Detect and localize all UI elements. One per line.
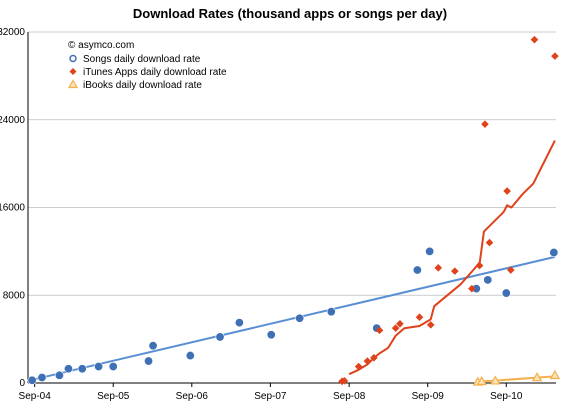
- x-tick-label: Sep-04: [19, 391, 52, 402]
- x-tick-label: Sep-06: [176, 391, 209, 402]
- circle-data-point: [215, 332, 225, 342]
- y-tick-label: 16000: [0, 203, 25, 214]
- y-tick-label: 8000: [3, 290, 26, 301]
- diamond-data-point: [551, 52, 559, 60]
- circle-data-point: [483, 275, 493, 285]
- chart-title: Download Rates (thousand apps or songs p…: [133, 6, 447, 21]
- diamond-data-point: [370, 353, 378, 362]
- triangle-data-point: [531, 372, 543, 382]
- legend-label: iTunes Apps daily download rate: [83, 67, 227, 78]
- circle-data-point: [185, 351, 195, 361]
- diamond-data-point: [375, 326, 384, 335]
- diamond-data-point: [354, 362, 363, 371]
- diamond-data-point: [485, 238, 494, 247]
- legend-diamond-marker: [69, 68, 77, 75]
- circle-data-point: [54, 370, 64, 380]
- diamond-data-point: [475, 261, 484, 270]
- diamond-data-point: [415, 313, 424, 321]
- triangle-data-point: [549, 369, 561, 380]
- circle-data-point: [234, 318, 244, 328]
- data-points: [27, 35, 561, 386]
- x-tick-label: Sep-07: [254, 391, 287, 402]
- trendlines: [27, 140, 556, 383]
- diamond-data-point: [506, 266, 515, 274]
- circle-data-point: [94, 362, 104, 372]
- circle-data-point: [63, 364, 73, 374]
- diamond-data-point: [481, 120, 489, 128]
- diamond-data-point: [363, 357, 372, 365]
- circle-data-point: [266, 330, 276, 340]
- circle-data-point: [425, 246, 435, 256]
- circle-data-point: [148, 341, 158, 351]
- x-tick-label: Sep-05: [97, 391, 130, 402]
- diamond-data-point: [391, 324, 400, 332]
- circle-data-point: [37, 373, 47, 383]
- x-tick-label: Sep-10: [490, 391, 523, 402]
- circle-data-point: [412, 265, 422, 275]
- legend: © asymco.com Songs daily download rate iT…: [67, 40, 227, 91]
- diamond-data-point: [340, 377, 349, 385]
- trendline: [348, 140, 556, 376]
- diamond-data-point: [530, 35, 539, 44]
- circle-data-point: [326, 307, 336, 317]
- copyright-label: © asymco.com: [68, 40, 134, 51]
- x-tick-label: Sep-09: [412, 391, 445, 402]
- legend-circle-marker: [69, 54, 77, 63]
- grid-lines: [28, 31, 556, 296]
- circle-data-point: [549, 247, 559, 257]
- diamond-data-point: [503, 187, 511, 195]
- circle-data-point: [108, 362, 118, 372]
- triangle-data-point: [490, 375, 501, 385]
- x-tick-label: Sep-08: [333, 391, 366, 402]
- y-tick-label: 0: [19, 378, 25, 389]
- legend-label: iBooks daily download rate: [83, 80, 202, 91]
- triangle-data-point: [476, 375, 487, 386]
- diamond-data-point: [451, 267, 459, 275]
- legend-triangle-marker: [67, 79, 79, 89]
- circle-data-point: [295, 313, 305, 323]
- diamond-data-point: [468, 284, 476, 293]
- legend-label: Songs daily download rate: [83, 54, 201, 65]
- circle-data-point: [77, 364, 87, 374]
- diamond-data-point: [396, 319, 404, 328]
- y-tick-label: 32000: [0, 27, 25, 38]
- circle-data-point: [27, 375, 37, 385]
- diamond-data-point: [426, 321, 435, 329]
- circle-data-point: [501, 288, 511, 298]
- circle-data-point: [144, 356, 154, 366]
- axes: 0 8000 16000 24000 32000 Sep-04 Sep-05 Sep-06 Se…: [0, 27, 556, 402]
- y-tick-label: 24000: [0, 115, 25, 126]
- diamond-data-point: [434, 264, 443, 272]
- trendline: [476, 375, 555, 383]
